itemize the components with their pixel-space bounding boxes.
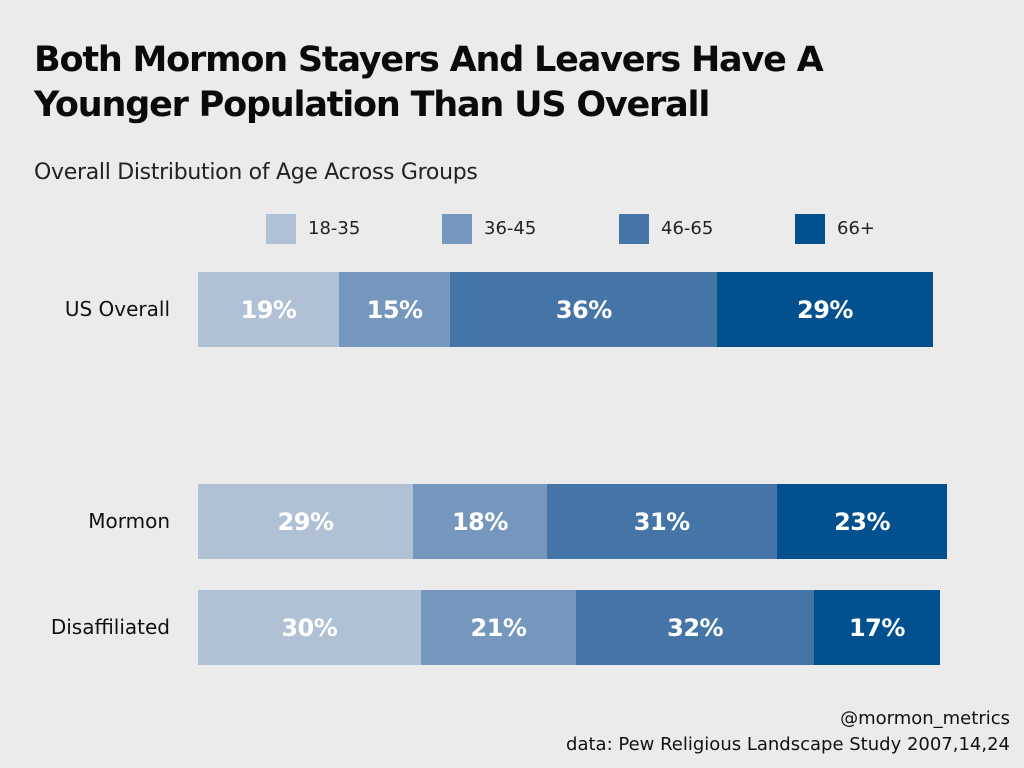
row-label: Mormon [88,508,170,533]
row-label: Disaffiliated [50,614,170,639]
data-label: 15% [366,295,423,324]
row-label: US Overall [64,296,170,321]
bar-segment [450,272,718,347]
data-label: 31% [633,507,690,536]
bar-segment [576,590,814,665]
bar-segment [776,484,948,559]
bar-segment [546,484,777,559]
legend-label: 66+ [837,218,875,239]
legend-swatch [619,214,649,244]
bar-segment [413,484,547,559]
data-label: 29% [797,295,853,324]
bar-segment [813,590,940,665]
data-label: 32% [667,613,724,642]
legend-swatch [795,214,825,244]
data-label: 29% [277,507,334,536]
legend-label: 46-65 [661,218,714,239]
bar-segment [198,590,421,665]
data-label: 19% [240,295,297,324]
author-handle: @mormon_metrics [840,708,1010,729]
data-source: data: Pew Religious Landscape Study 2007… [566,734,1010,755]
legend-swatch [266,214,296,244]
bar-segment [198,272,339,347]
data-label: 30% [281,613,338,642]
bar-segment [198,484,414,559]
chart-title: Both Mormon Stayers And Leavers Have A Y… [34,40,824,125]
bar-segment [420,590,577,665]
legend-swatch [442,214,472,244]
data-label: 17% [848,613,905,642]
data-label: 21% [470,613,527,642]
chart-subtitle: Overall Distribution of Age Across Group… [34,160,478,185]
bar-segment [338,272,451,347]
data-label: 23% [834,507,891,536]
legend-label: 18-35 [308,218,361,239]
legend-label: 36-45 [484,218,537,239]
data-label: 36% [555,295,612,324]
data-label: 18% [451,507,508,536]
bar-segment [717,272,933,347]
